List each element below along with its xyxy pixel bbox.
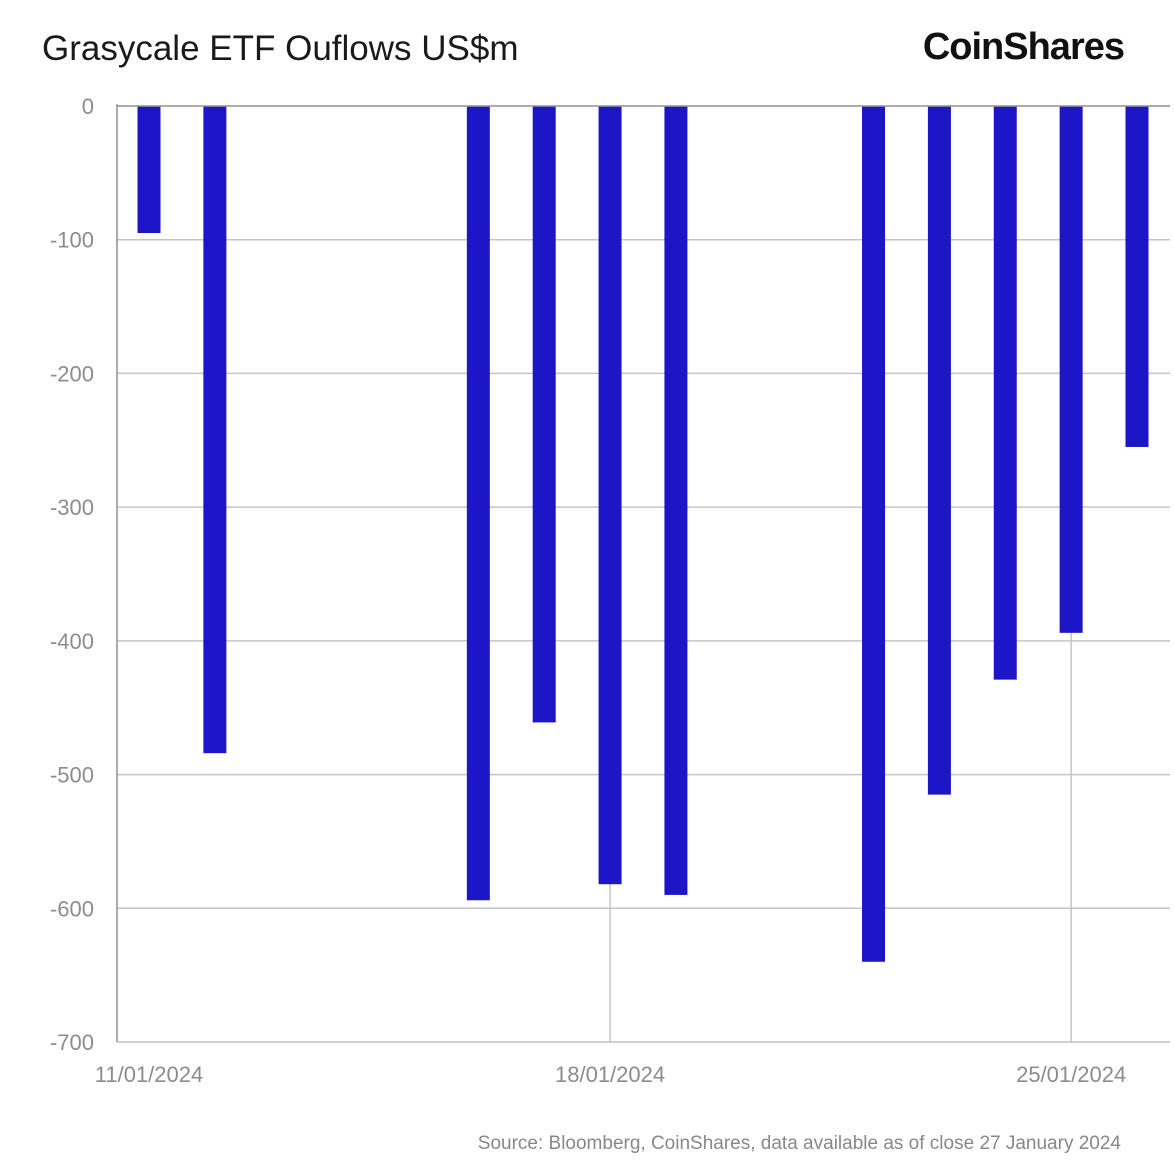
bars-layer [137,106,1149,962]
bar [1125,106,1149,447]
bar [137,106,161,234]
chart-title: Grasycale ETF Ouflows US$m [42,29,519,68]
y-tick-label: -100 [50,228,94,253]
y-tick-label: -200 [50,361,94,386]
x-tick-label: 11/01/2024 [95,1062,203,1087]
bar [1059,106,1083,633]
bar [664,106,688,895]
axis-layer [116,104,1170,1042]
x-tick-label: 25/01/2024 [1016,1062,1126,1087]
y-tick-label: -600 [50,896,94,921]
coinshares-logo: CoinShares [923,26,1124,68]
y-tick-label: -500 [50,763,94,788]
y-tick-label: -400 [50,629,94,654]
y-tick-label: 0 [82,94,94,119]
bar [862,106,886,962]
y-tick-label: -700 [50,1030,94,1055]
y-tick-label: -300 [50,495,94,520]
y-tick-labels: 0 -100 -200 -300 -400 -500 -600 -700 [50,94,94,1055]
bar [927,106,951,795]
bar [466,106,490,901]
x-tick-label: 18/01/2024 [555,1062,665,1087]
source-note: Source: Bloomberg, CoinShares, data avai… [478,1133,1122,1154]
x-tick-labels: 11/01/2024 18/01/2024 25/01/2024 [95,1062,1126,1087]
bar [203,106,227,754]
bar [993,106,1017,680]
bar [532,106,556,723]
bar [598,106,622,885]
